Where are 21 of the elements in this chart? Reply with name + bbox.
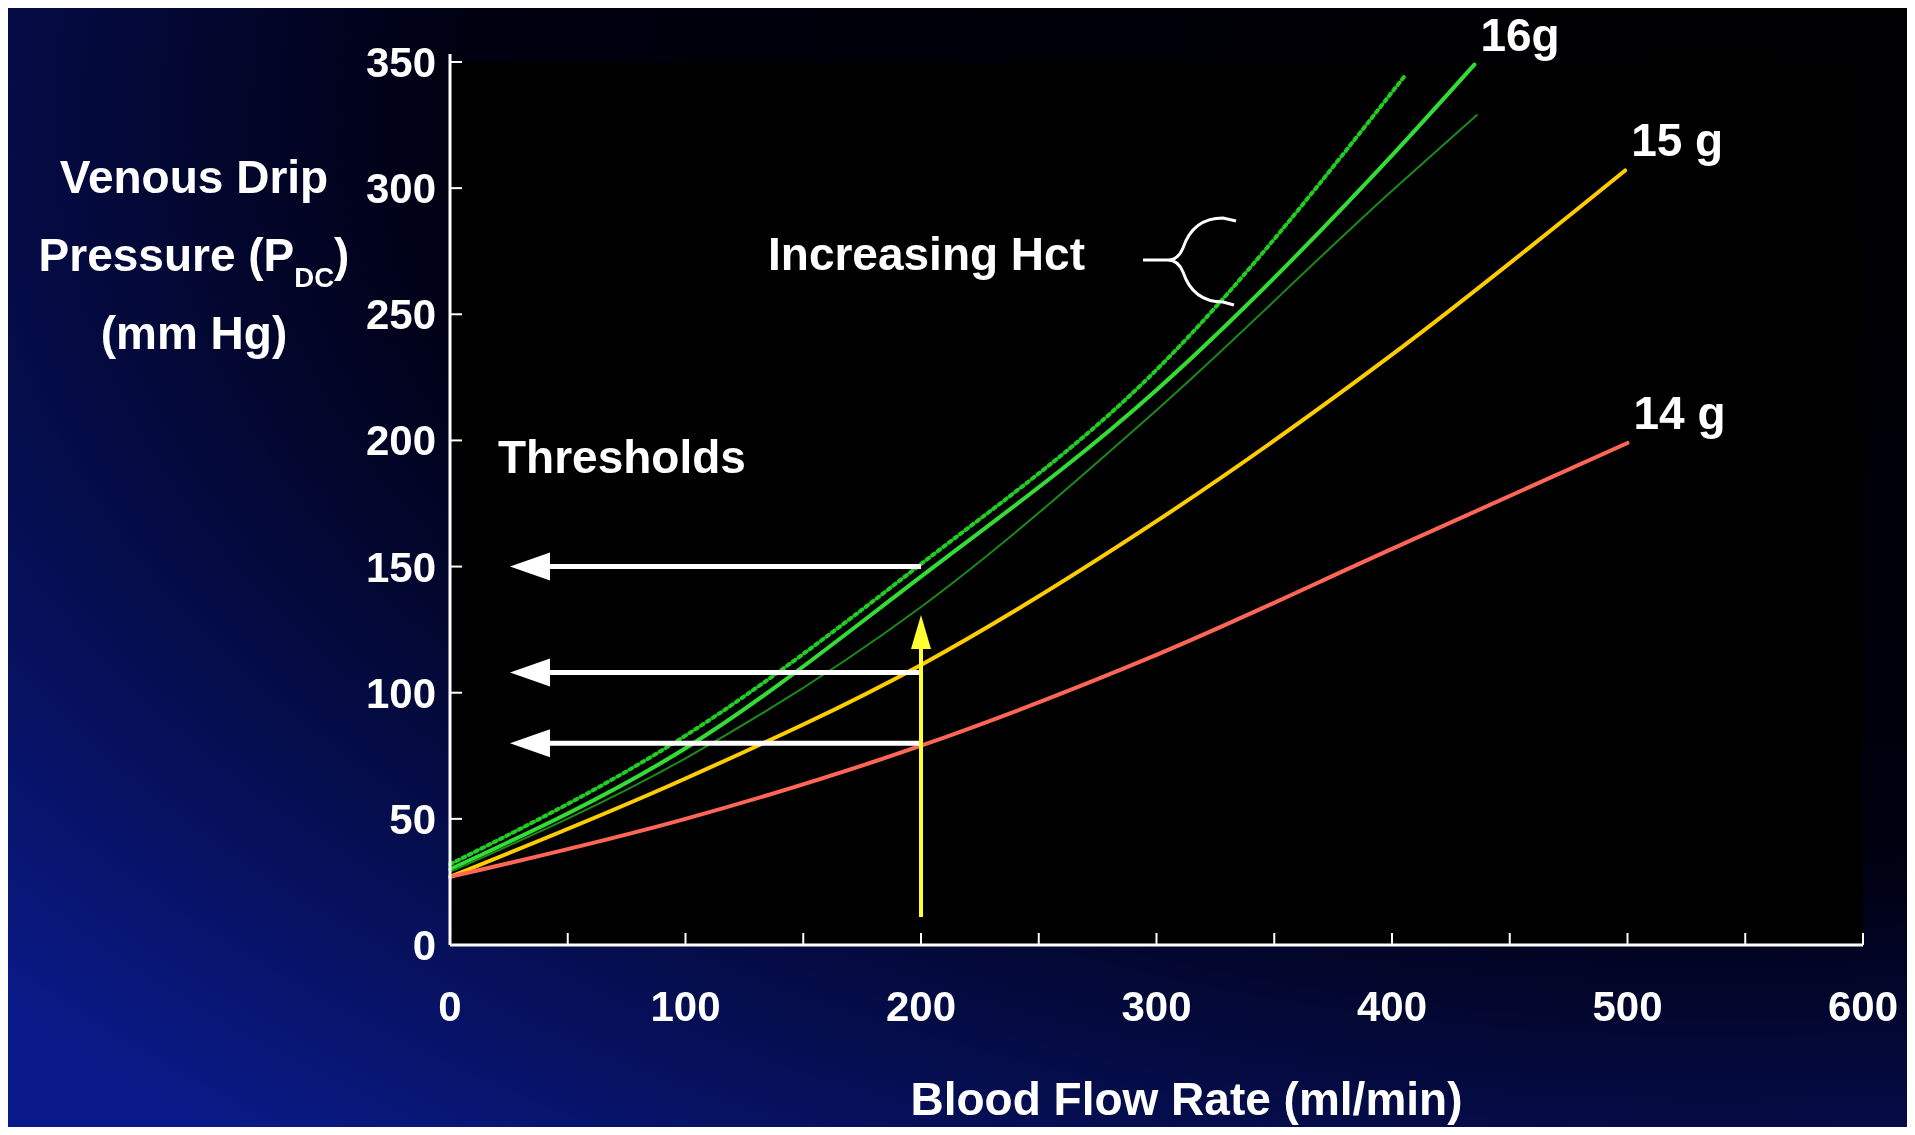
annotation: Thresholds bbox=[498, 431, 746, 483]
x-tick-label: 500 bbox=[1592, 983, 1663, 1030]
y-tick-label: 150 bbox=[365, 543, 436, 591]
x-tick-label: 600 bbox=[1827, 983, 1899, 1030]
x-tick-label: 100 bbox=[650, 983, 721, 1030]
annotation: Increasing Hct bbox=[768, 228, 1085, 280]
x-axis-title: Blood Flow Rate (ml/min) bbox=[910, 1073, 1463, 1125]
series-label: 14 g bbox=[1633, 386, 1726, 439]
y-tick-label: 0 bbox=[412, 922, 436, 969]
y-tick-label: 350 bbox=[365, 39, 436, 86]
x-tick-label: 300 bbox=[1121, 983, 1192, 1030]
x-tick-label: 200 bbox=[885, 983, 957, 1030]
series-label: 16g bbox=[1480, 8, 1560, 61]
y-tick-label: 300 bbox=[365, 165, 436, 213]
y-axis-title: Venous Drip Pressure (P$_{DC}$) (mm Hg) bbox=[38, 151, 350, 359]
y-tick-label: 50 bbox=[389, 795, 436, 843]
y-tick-label: 200 bbox=[365, 417, 436, 465]
y-tick-label: 100 bbox=[365, 669, 436, 717]
series-label: 15 g bbox=[1631, 114, 1724, 167]
x-tick-label: 400 bbox=[1356, 983, 1428, 1030]
y-tick-label: 250 bbox=[365, 291, 436, 339]
